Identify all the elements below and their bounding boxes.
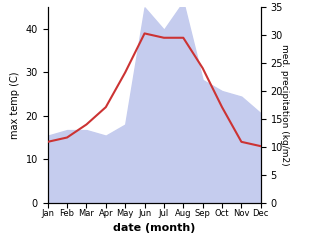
Y-axis label: med. precipitation (kg/m2): med. precipitation (kg/m2) bbox=[280, 44, 288, 166]
Y-axis label: max temp (C): max temp (C) bbox=[10, 71, 20, 139]
X-axis label: date (month): date (month) bbox=[113, 223, 196, 233]
